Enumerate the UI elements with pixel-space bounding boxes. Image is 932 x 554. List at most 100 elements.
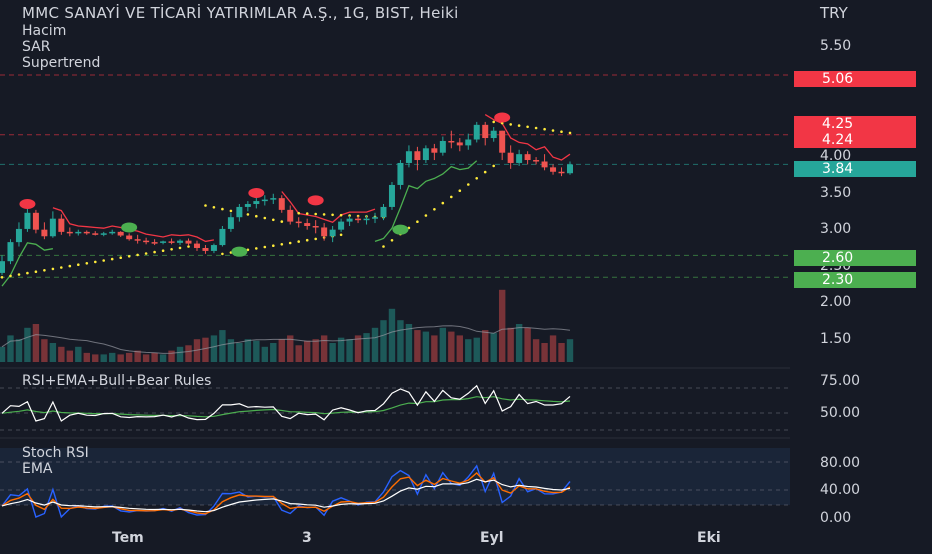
sar-dot [43, 269, 46, 272]
volume-bar [117, 354, 124, 362]
volume-bar [24, 327, 31, 362]
sar-dot [475, 177, 479, 180]
volume-bar [363, 333, 370, 362]
sar-dot [543, 127, 546, 131]
y-tick-label: 3.50 [820, 185, 852, 201]
volume-bar [498, 289, 506, 362]
candle-body [100, 233, 107, 235]
indicator-supertrend-label[interactable]: Supertrend [22, 55, 101, 71]
volume-bar [15, 339, 23, 362]
candle-body [278, 198, 285, 210]
candle-body [524, 154, 531, 161]
rsi-panel-title[interactable]: RSI+EMA+Bull+Bear Rules [22, 373, 212, 389]
candle-body [482, 124, 489, 139]
volume-bar [354, 335, 362, 362]
sar-dot [288, 241, 292, 245]
sar-dot [297, 211, 301, 215]
rsi-line [1, 384, 571, 422]
sar-dot [297, 240, 301, 243]
volume-bar [482, 330, 489, 362]
candle-body [321, 227, 328, 237]
supertrend-down-line [281, 191, 376, 224]
x-tick-label: Eyl [480, 530, 504, 546]
candle-body [363, 218, 370, 221]
volume-bar [549, 335, 557, 362]
sar-dot [17, 273, 21, 276]
sar-dot [331, 213, 334, 217]
sar-dot [424, 214, 428, 217]
sar-dot [9, 274, 12, 278]
sar-dot [492, 120, 496, 124]
sar-dot [153, 250, 156, 254]
candle-body [397, 162, 404, 185]
sar-dot [246, 248, 250, 252]
candle-body [533, 160, 540, 162]
price-tag: 2.30 [794, 272, 916, 288]
candle-body [456, 142, 463, 146]
candle-body [558, 171, 565, 174]
candle-body [24, 212, 31, 229]
volume-bar [371, 327, 379, 362]
volume-bar [7, 335, 14, 362]
candle-body [134, 239, 141, 241]
volume-ma-line [1, 325, 571, 354]
candle-body [380, 206, 387, 218]
candle-body [117, 231, 124, 236]
volume-bar [473, 337, 480, 362]
y-tick-label: 3.00 [820, 221, 852, 237]
candle-body [41, 229, 48, 237]
indicator-sar-label[interactable]: SAR [22, 39, 51, 55]
candle-body [312, 226, 319, 228]
candle-body [160, 241, 167, 243]
currency-label: TRY [820, 4, 848, 22]
volume-bar [566, 339, 574, 362]
sar-dot [51, 267, 55, 271]
candle-body [499, 130, 506, 153]
volume-bar [66, 350, 74, 362]
sar-dot [416, 220, 419, 223]
sar-dot [407, 226, 411, 230]
sar-dot [467, 183, 470, 186]
candle-body [431, 148, 438, 153]
candle-body [372, 217, 379, 219]
candle-body [414, 151, 421, 161]
stoch-ema-line [1, 478, 571, 513]
x-tick-label: Tem [112, 530, 144, 546]
stoch-panel-title[interactable]: Stoch RSI [22, 445, 89, 461]
stoch-tick-label: 80.00 [820, 455, 861, 471]
volume-bar [456, 335, 463, 362]
sar-dot [229, 209, 233, 213]
candle-body [236, 206, 243, 218]
sar-dot [204, 204, 207, 207]
rsi-ema-line [1, 396, 571, 418]
sar-dot [170, 248, 173, 251]
candle-body [83, 231, 90, 234]
y-tick-label: 1.50 [820, 331, 852, 347]
candle-body [126, 235, 133, 240]
volume-bar [151, 352, 158, 362]
y-tick-label: 4.00 [820, 148, 852, 164]
sar-dot [305, 238, 309, 242]
volume-bar [236, 343, 243, 362]
sar-dot [433, 208, 436, 211]
sar-dot [246, 213, 250, 216]
volume-bar [92, 354, 99, 362]
volume-bar [202, 337, 209, 362]
price-tag: 4.24 [794, 132, 916, 148]
sar-dot [102, 259, 105, 262]
trend-flip-marker [231, 246, 248, 257]
sar-dot [94, 260, 97, 264]
volume-bar [261, 346, 269, 362]
sar-dot [509, 123, 512, 126]
volume-bar [83, 352, 90, 362]
volume-bar [185, 345, 192, 362]
sar-dot [60, 266, 63, 269]
indicator-volume-label[interactable]: Hacim [22, 23, 67, 39]
trend-flip-marker [307, 195, 324, 206]
trend-flip-marker [392, 224, 409, 235]
candle-body [49, 218, 56, 237]
stoch-tick-label: 0.00 [820, 510, 852, 526]
sar-dot [77, 263, 80, 267]
